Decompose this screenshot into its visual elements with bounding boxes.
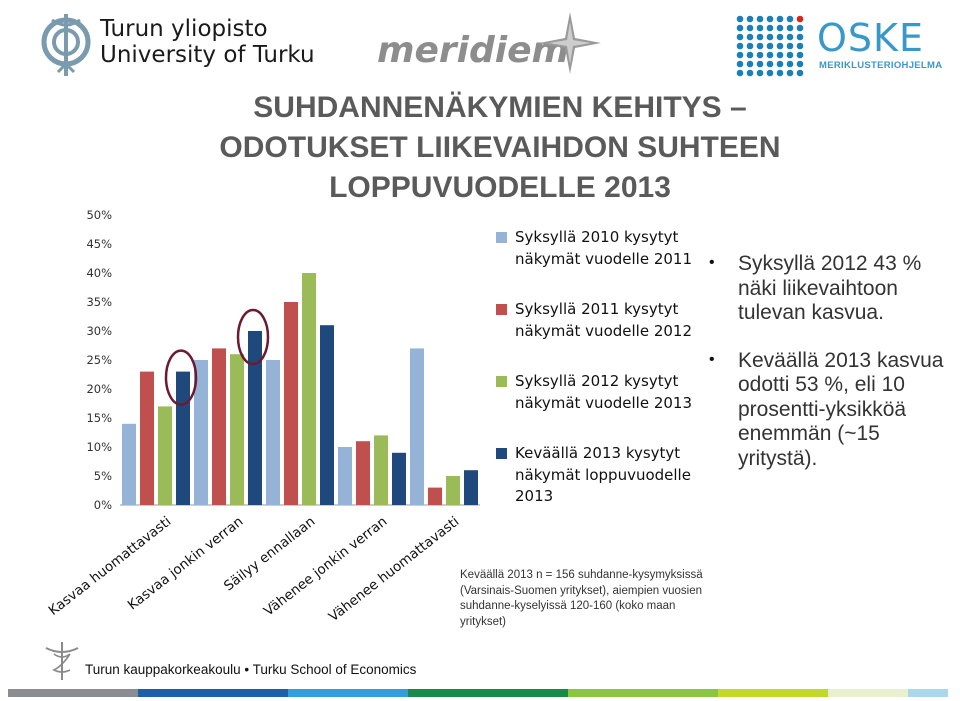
bullet-icon: • xyxy=(709,254,715,271)
chart-legend: Syksyllä 2010 kysytyt näkymät vuodelle 2… xyxy=(495,227,715,537)
legend-item: Keväällä 2013 kysytyt näkymät loppuvuode… xyxy=(495,443,715,508)
title-line-3: LOPPUVUODELLE 2013 xyxy=(329,171,671,204)
bullet-1: • Syksyllä 2012 43 % näki liikevaihtoon … xyxy=(708,252,958,326)
star-icon xyxy=(539,12,601,74)
bar xyxy=(338,447,352,505)
bullet-icon: • xyxy=(709,350,715,368)
footer-color-bar xyxy=(8,689,958,697)
utu-name-en: University of Turku xyxy=(100,42,315,68)
oske-subtitle: MERIKLUSTERIOHJELMA xyxy=(819,60,943,71)
bar xyxy=(356,441,370,505)
y-tick-label: 20% xyxy=(86,382,112,396)
logo-meridiem: meridiem xyxy=(375,10,605,76)
title-line-2: ODOTUKSET LIIKEVAIHDON SUHTEEN xyxy=(219,131,781,164)
y-tick-label: 30% xyxy=(86,324,112,338)
meridiem-wordmark: meridiem xyxy=(377,30,570,71)
legend-swatch xyxy=(496,232,507,243)
bar xyxy=(266,360,280,505)
footer-bar-segment xyxy=(908,689,948,697)
highlight-circle xyxy=(164,349,198,406)
highlight-circle xyxy=(236,308,270,366)
dot-grid-icon xyxy=(736,15,804,77)
bar xyxy=(248,331,262,505)
footer-bar-segment xyxy=(138,689,288,697)
bar xyxy=(140,371,154,505)
bullet-list: • Syksyllä 2012 43 % näki liikevaihtoon … xyxy=(708,252,958,494)
bar xyxy=(230,354,244,505)
logo-university-of-turku: Turun yliopisto University of Turku xyxy=(38,12,315,82)
bar xyxy=(320,325,334,505)
page-title: SUHDANNENÄKYMIEN KEHITYS – ODOTUKSET LII… xyxy=(160,88,840,208)
footer-bar-segment xyxy=(828,689,908,697)
y-tick-label: 5% xyxy=(94,469,112,483)
sample-note: Keväällä 2013 n = 156 suhdanne-kysymyksi… xyxy=(460,569,703,628)
footer-text: Turun kauppakorkeakoulu • Turku School o… xyxy=(85,662,417,677)
footer-bar-segment xyxy=(568,689,718,697)
legend-item: Syksyllä 2012 kysytyt näkymät vuodelle 2… xyxy=(495,371,715,414)
legend-label: Syksyllä 2011 kysytyt näkymät vuodelle 2… xyxy=(515,300,692,340)
bar xyxy=(374,435,388,505)
bar xyxy=(158,406,172,505)
x-category-label: Kasvaa huomattavasti xyxy=(46,514,175,619)
footer-bar-segment xyxy=(288,689,408,697)
y-tick-label: 35% xyxy=(86,295,112,309)
y-tick-label: 10% xyxy=(86,440,112,454)
utu-name-fi: Turun yliopisto xyxy=(100,16,268,42)
bar xyxy=(302,273,316,505)
bullet-2: • Keväällä 2013 kasvua odotti 53 %, eli … xyxy=(708,349,958,472)
y-tick-label: 15% xyxy=(86,411,112,425)
footer-bar-segment xyxy=(8,689,138,697)
y-tick-label: 45% xyxy=(86,237,112,251)
bar xyxy=(410,348,424,505)
x-category-label: Vähenee jonkin verran xyxy=(261,514,390,620)
footer: Turun kauppakorkeakoulu • Turku School o… xyxy=(42,640,442,680)
caduceus-icon xyxy=(41,14,91,76)
legend-swatch xyxy=(496,448,507,459)
y-tick-label: 25% xyxy=(86,353,112,367)
y-tick-label: 50% xyxy=(86,208,112,222)
bar xyxy=(122,423,136,505)
x-category-label: Kasvaa jonkin verran xyxy=(125,514,247,614)
bar xyxy=(194,360,208,505)
legend-label: Keväällä 2013 kysytyt näkymät loppuvuode… xyxy=(515,444,691,505)
oske-wordmark: OSKE xyxy=(817,16,924,60)
bar xyxy=(176,371,190,505)
footer-bar-segment xyxy=(718,689,828,697)
legend-item: Syksyllä 2011 kysytyt näkymät vuodelle 2… xyxy=(495,299,715,342)
legend-label: Syksyllä 2012 kysytyt näkymät vuodelle 2… xyxy=(515,372,692,412)
bar xyxy=(392,452,406,505)
y-tick-label: 40% xyxy=(86,266,112,280)
bar xyxy=(464,470,478,505)
bar xyxy=(446,476,460,505)
bar xyxy=(428,487,442,505)
legend-item: Syksyllä 2010 kysytyt näkymät vuodelle 2… xyxy=(495,227,715,270)
logo-oske: OSKE MERIKLUSTERIOHJELMA xyxy=(735,14,960,80)
legend-label: Syksyllä 2010 kysytyt näkymät vuodelle 2… xyxy=(515,228,692,268)
caduceus-icon xyxy=(45,642,79,680)
footer-bar-segment xyxy=(408,689,568,697)
x-category-label: Vähenee huomattavasti xyxy=(326,514,463,626)
legend-swatch xyxy=(496,376,507,387)
bullet-1-text: Syksyllä 2012 43 % näki liikevaihtoon tu… xyxy=(738,252,922,324)
y-tick-label: 0% xyxy=(94,498,112,512)
bar xyxy=(284,302,298,505)
title-line-1: SUHDANNENÄKYMIEN KEHITYS – xyxy=(253,91,747,124)
bullet-2-text: Keväällä 2013 kasvua odotti 53 %, eli 10… xyxy=(738,348,944,470)
legend-swatch xyxy=(496,304,507,315)
bar-chart: 0% 5% 10% 15% 20% 25% 30% 35% 40% 45% 50% Kasvaa hu… xyxy=(46,208,480,626)
bar xyxy=(212,348,226,505)
